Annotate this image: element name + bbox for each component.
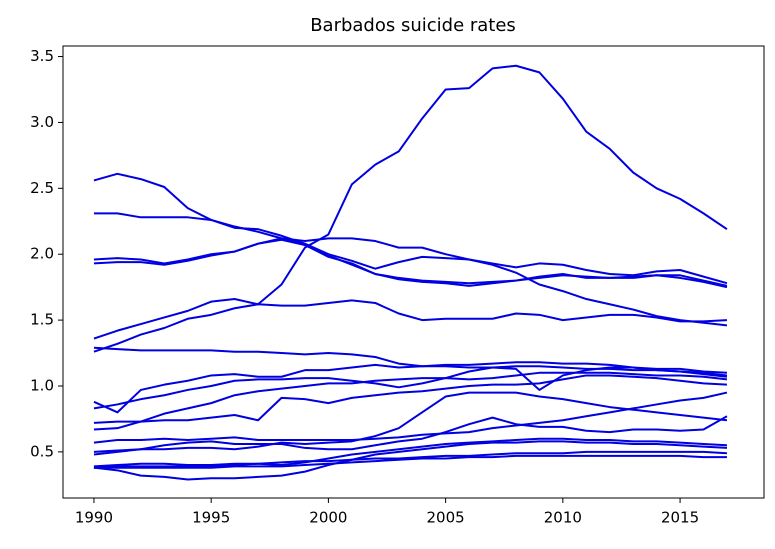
series-line <box>93 371 728 431</box>
x-tick-label: 2000 <box>309 509 347 527</box>
series-line <box>93 64 728 340</box>
y-tick-label: 3.5 <box>30 47 54 65</box>
chart-title: Barbados suicide rates <box>310 15 516 36</box>
x-tick-label: 1990 <box>75 509 113 527</box>
series-line <box>93 361 728 414</box>
y-tick-label: 2.0 <box>30 245 54 263</box>
y-tick-label: 3.0 <box>30 113 54 131</box>
x-tick-label: 2015 <box>661 509 699 527</box>
series-line <box>93 374 728 424</box>
x-tick-label: 2005 <box>427 509 465 527</box>
series-line <box>93 391 728 453</box>
series-line <box>93 415 728 456</box>
series-line <box>93 299 728 353</box>
series-line <box>93 212 728 285</box>
series-line <box>93 450 728 469</box>
series-line <box>93 440 728 481</box>
series-line <box>93 237 728 327</box>
plot-frame <box>62 45 765 499</box>
y-tick-label: 1.0 <box>30 376 54 394</box>
series-line <box>93 437 728 468</box>
y-tick-label: 2.5 <box>30 179 54 197</box>
series-line <box>93 366 728 410</box>
series-line <box>93 454 727 469</box>
series-line <box>93 172 728 287</box>
series-line <box>93 238 728 289</box>
series-line <box>93 346 728 377</box>
y-tick-label: 1.5 <box>30 311 54 329</box>
x-tick-label: 2010 <box>544 509 582 527</box>
series-line <box>93 391 728 444</box>
y-tick-label: 0.5 <box>30 442 54 460</box>
x-tick-label: 1995 <box>192 509 230 527</box>
